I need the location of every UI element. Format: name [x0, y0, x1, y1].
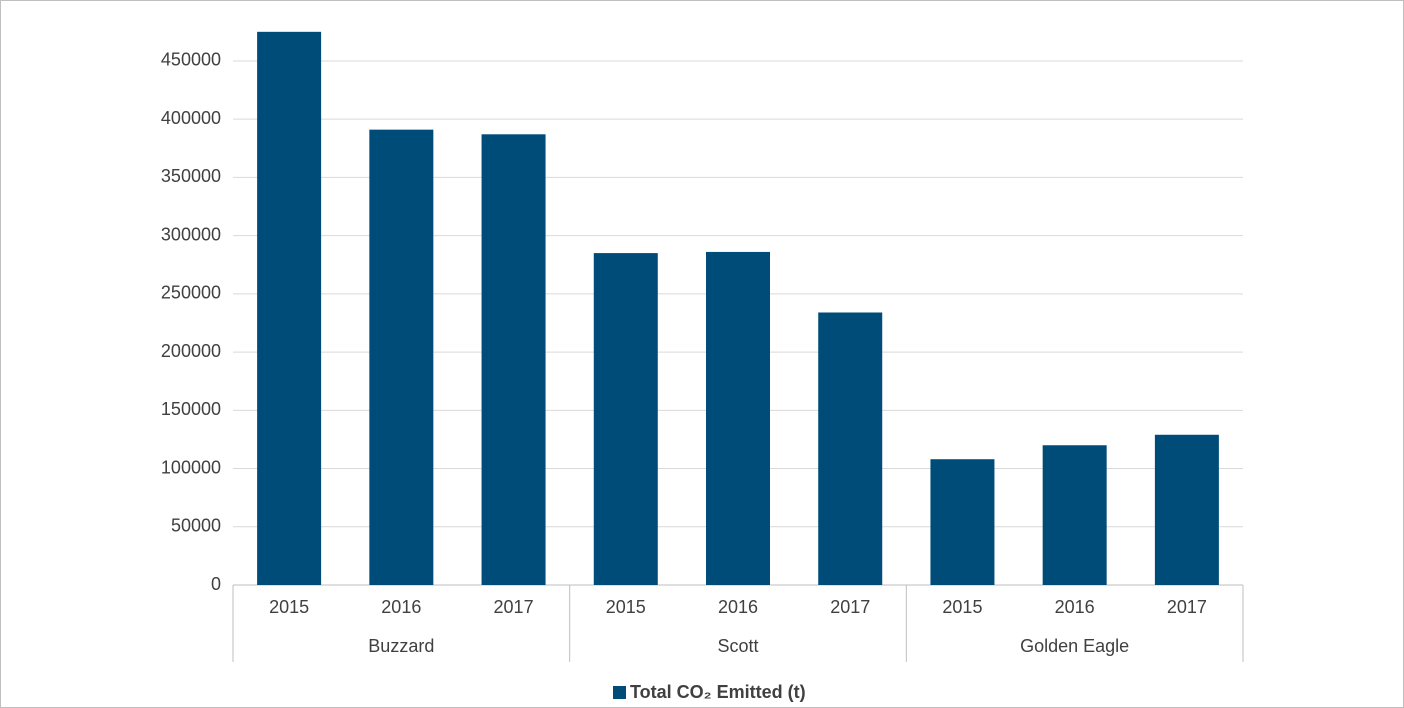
- bar: [1042, 445, 1107, 585]
- y-tick-label: 250000: [161, 283, 221, 303]
- x-tick-label: 2016: [381, 597, 421, 617]
- bar: [818, 312, 883, 585]
- y-tick-label: 350000: [161, 166, 221, 186]
- x-tick-label: 2017: [1167, 597, 1207, 617]
- bar: [706, 251, 770, 585]
- bar: [257, 31, 322, 585]
- group-label: Golden Eagle: [1020, 636, 1129, 656]
- group-label: Scott: [717, 636, 758, 656]
- x-tick-label: 2016: [1055, 597, 1095, 617]
- y-tick-label: 200000: [161, 341, 221, 361]
- x-tick-label: 2015: [269, 597, 309, 617]
- y-tick-label: 450000: [161, 50, 221, 70]
- y-tick-label: 50000: [171, 516, 221, 536]
- bar: [593, 253, 658, 585]
- x-tick-label: 2015: [942, 597, 982, 617]
- bar: [930, 459, 995, 585]
- legend-label: Total CO₂ Emitted (t): [630, 682, 806, 702]
- bar: [369, 129, 434, 585]
- y-tick-label: 100000: [161, 457, 221, 477]
- x-tick-label: 2016: [718, 597, 758, 617]
- y-tick-label: 300000: [161, 224, 221, 244]
- x-tick-label: 2017: [830, 597, 870, 617]
- legend-marker: [613, 686, 626, 699]
- group-label: Buzzard: [368, 636, 434, 656]
- x-tick-label: 2017: [494, 597, 534, 617]
- y-tick-label: 400000: [161, 108, 221, 128]
- bar: [1154, 434, 1219, 585]
- y-tick-label: 150000: [161, 399, 221, 419]
- y-tick-label: 0: [211, 574, 221, 594]
- x-tick-label: 2015: [606, 597, 646, 617]
- bar: [481, 134, 546, 585]
